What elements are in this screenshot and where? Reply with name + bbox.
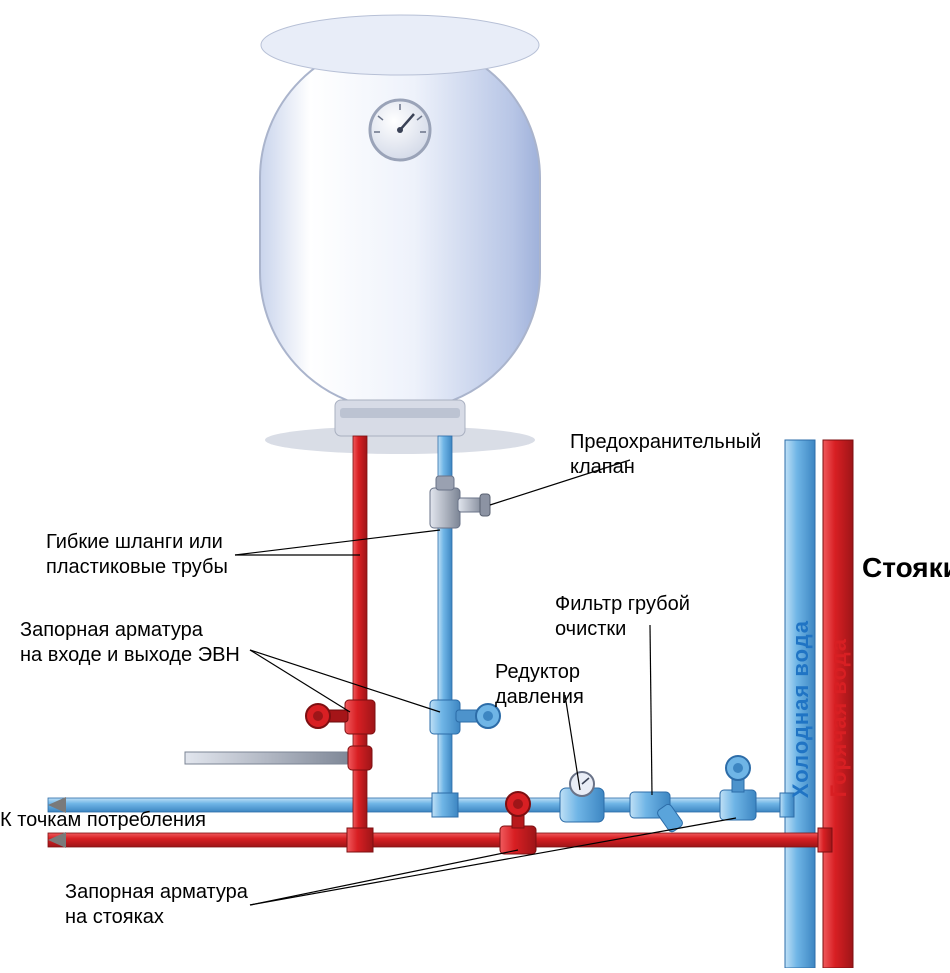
hot-drop-pipe (347, 436, 373, 852)
temperature-gauge (370, 100, 430, 160)
safety-valve (430, 476, 490, 528)
hot-riser-valve (500, 792, 536, 854)
label-cold-riser: Холодная вода (788, 620, 814, 798)
cold-shutoff-valve (430, 700, 500, 734)
label-shutoff-inout: Запорная арматура на входе и выходе ЭВН (20, 618, 240, 668)
label-filter: Фильтр грубой очистки (555, 592, 690, 642)
pressure-reducer (560, 772, 604, 822)
label-hot-riser: Горячая вода (826, 638, 852, 797)
label-safety-valve: Предохранительный клапан (570, 430, 761, 480)
cold-riser-valve (720, 756, 756, 820)
label-consumption: К точкам потребления (0, 808, 206, 833)
hot-branch-stub (185, 746, 372, 770)
water-heater-tank (260, 15, 540, 436)
hot-shutoff-valve (306, 700, 375, 734)
label-risers-title: Стояки (862, 550, 950, 585)
label-shutoff-risers: Запорная арматура на стояках (65, 880, 248, 930)
diagram-canvas: Предохранительный клапан Гибкие шланги и… (0, 0, 950, 968)
label-flex-hoses: Гибкие шланги или пластиковые трубы (46, 530, 228, 580)
label-reducer: Редуктор давления (495, 660, 584, 710)
